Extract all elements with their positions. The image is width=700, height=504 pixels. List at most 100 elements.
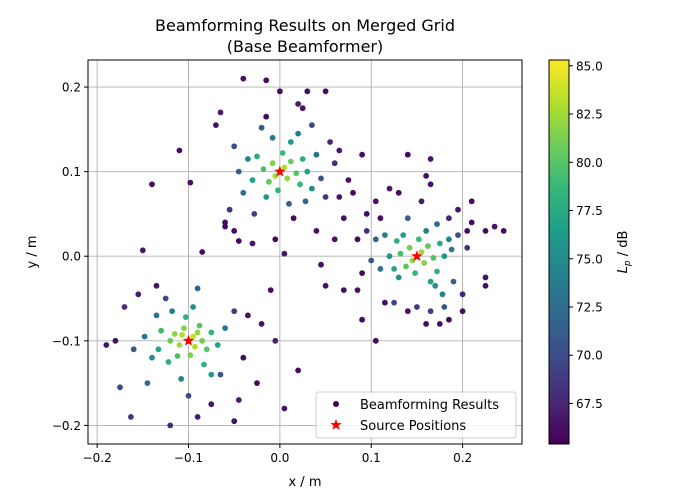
legend-label-beamforming-results: Beamforming Results: [360, 398, 499, 413]
beamforming-point: [299, 105, 306, 112]
x-tick-label: −0.2: [83, 451, 112, 465]
beamforming-point: [418, 249, 425, 255]
beamforming-point: [144, 380, 151, 386]
beamforming-point: [423, 173, 429, 179]
beamforming-point: [240, 189, 247, 196]
beamforming-point: [295, 101, 301, 107]
beamforming-point: [182, 314, 189, 320]
beamforming-point: [322, 282, 329, 289]
beamforming-point: [277, 88, 283, 95]
beamforming-point: [208, 371, 215, 378]
beamforming-point: [299, 156, 306, 162]
beamforming-point: [304, 168, 311, 175]
beamforming-point: [403, 263, 409, 270]
beamforming-point: [340, 215, 347, 222]
colorbar-label-suffix: / dB: [616, 231, 631, 261]
beamforming-point: [363, 211, 370, 217]
colorbar-label: Lp / dB: [616, 231, 633, 274]
beamforming-point: [117, 384, 123, 391]
colorbar-tick-label: 77.5: [576, 204, 603, 218]
beamforming-point: [287, 158, 294, 165]
beamforming-point: [391, 299, 397, 306]
beamforming-point: [464, 244, 471, 251]
beamforming-point: [359, 151, 365, 158]
beamforming-point: [222, 219, 229, 226]
beamforming-point: [217, 371, 224, 378]
beamforming-point: [423, 228, 429, 234]
beamforming-point: [322, 194, 329, 200]
beamforming-point: [201, 361, 207, 368]
beamforming-point: [290, 215, 297, 222]
beamforming-point: [359, 270, 365, 276]
beamforming-point: [386, 185, 393, 192]
beamforming-point: [404, 308, 411, 315]
beamforming-point: [459, 308, 466, 315]
beamforming-point: [165, 359, 172, 365]
chart-title-line-1: Beamforming Results on Merged Grid: [155, 16, 455, 35]
beamforming-point: [213, 122, 219, 128]
beamforming-point: [203, 346, 210, 353]
colorbar-tick-label: 72.5: [576, 300, 603, 314]
beamforming-point: [231, 308, 238, 315]
beamforming-point: [372, 236, 379, 243]
beamforming-point: [350, 189, 356, 196]
beamforming-point: [464, 228, 471, 234]
colorbar-tick-label: 70.0: [576, 349, 603, 363]
beamforming-point: [222, 223, 229, 230]
x-axis-ticks: −0.2 −0.1 0.0 0.1 0.2: [83, 444, 472, 465]
beamforming-point: [386, 253, 393, 260]
beamforming-point: [190, 304, 197, 310]
beamforming-point: [267, 287, 274, 293]
beamforming-point: [249, 177, 256, 184]
beamforming-point: [254, 380, 260, 386]
beamforming-point: [359, 316, 365, 323]
beamforming-point: [222, 325, 229, 331]
y-axis-label: y / m: [25, 235, 40, 268]
colorbar-tick-label: 85.0: [576, 59, 603, 73]
beamforming-point: [167, 337, 174, 344]
beamforming-point: [272, 173, 279, 179]
beamforming-point: [313, 228, 320, 234]
beamforming-point: [194, 285, 201, 292]
beamforming-point: [439, 291, 446, 298]
beamforming-point: [178, 376, 185, 382]
beamforming-point: [121, 304, 128, 310]
beamforming-point: [263, 194, 270, 200]
beamforming-point: [459, 291, 466, 298]
beamforming-point: [482, 274, 489, 281]
colorbar-ticks: 67.5 70.0 72.5 75.0 77.5 80.0 82.5 85.0: [569, 59, 603, 411]
beamforming-point: [169, 308, 176, 315]
source-position-star: [182, 334, 195, 346]
beamforming-point: [235, 238, 242, 244]
beamforming-point: [427, 181, 434, 188]
beamforming-point: [430, 255, 437, 261]
beamforming-point: [196, 322, 203, 329]
beamforming-point: [181, 325, 187, 331]
beamforming-point: [377, 215, 384, 222]
beamforming-point: [199, 249, 206, 255]
beamforming-point: [187, 352, 194, 359]
beamforming-point: [372, 198, 379, 205]
beamforming-point: [155, 346, 162, 353]
x-tick-label: 0.0: [270, 451, 289, 465]
source-position-star: [274, 165, 286, 177]
x-tick-label: 0.2: [453, 451, 472, 465]
beamforming-point: [245, 312, 251, 319]
beamforming-point: [436, 240, 443, 247]
beamforming-point: [397, 250, 404, 257]
beamforming-point: [187, 179, 194, 186]
beamforming-point: [258, 124, 265, 131]
beamforming-point: [448, 246, 455, 253]
beamforming-point: [404, 215, 411, 222]
beamforming-point: [135, 291, 142, 298]
beamforming-point: [500, 228, 507, 234]
beamforming-point: [179, 332, 186, 338]
beamforming-point: [112, 337, 119, 344]
beamforming-point: [269, 160, 276, 167]
beamforming-point: [251, 211, 258, 217]
beamforming-point: [482, 228, 489, 234]
beamforming-point: [297, 181, 303, 188]
beamforming-point: [434, 268, 440, 275]
beamforming-point: [309, 122, 315, 128]
